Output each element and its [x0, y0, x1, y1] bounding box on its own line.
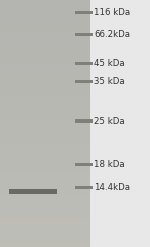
Bar: [75, 163, 93, 166]
Text: 45 kDa: 45 kDa: [94, 59, 125, 68]
Bar: [75, 11, 93, 15]
Bar: [75, 62, 93, 65]
Text: 14.4kDa: 14.4kDa: [94, 183, 130, 192]
Text: 116 kDa: 116 kDa: [94, 8, 131, 17]
Bar: [75, 80, 93, 83]
Bar: [9, 189, 57, 194]
Bar: [75, 186, 93, 189]
Text: 35 kDa: 35 kDa: [94, 77, 125, 86]
Bar: [75, 119, 93, 123]
Text: 18 kDa: 18 kDa: [94, 160, 125, 169]
Bar: [75, 33, 93, 36]
Text: 66.2kDa: 66.2kDa: [94, 30, 130, 39]
Text: 25 kDa: 25 kDa: [94, 117, 125, 125]
